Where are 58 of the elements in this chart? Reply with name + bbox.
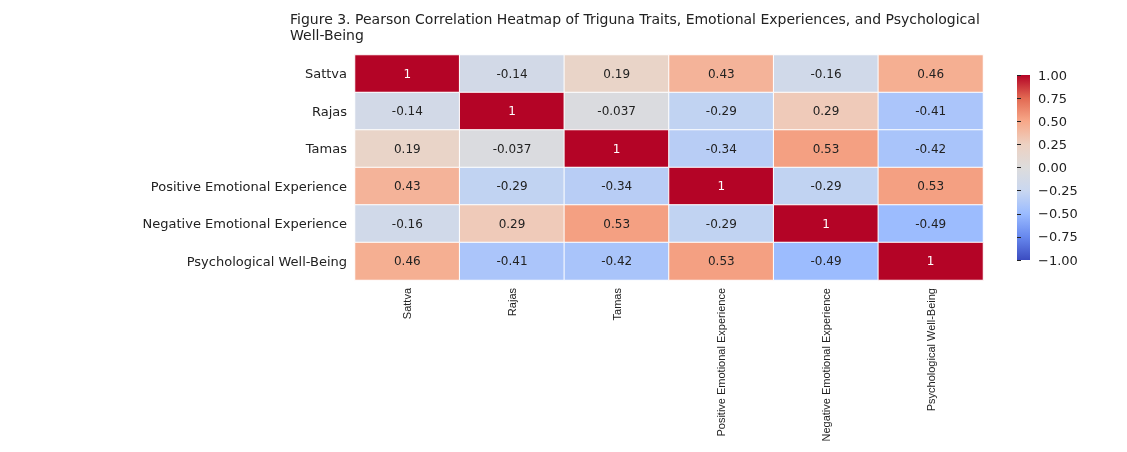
color-bar-label: −0.75 (1038, 229, 1078, 245)
data-label: -0.037 (597, 104, 637, 119)
data-label: -0.41 (496, 254, 528, 269)
data-label: 0.53 (603, 216, 631, 231)
data-label: -0.14 (391, 104, 423, 119)
data-label: -0.49 (915, 216, 947, 231)
color-bar-label: 0.75 (1038, 90, 1067, 106)
color-bar-label: −0.50 (1038, 206, 1078, 222)
color-bar-label: 0.00 (1038, 160, 1067, 175)
data-label: -0.49 (810, 254, 842, 269)
data-label: -0.14 (496, 66, 528, 81)
color-bar-label: 0.25 (1038, 136, 1067, 152)
data-label: -0.16 (810, 66, 842, 81)
x-tick-label: Sattva (401, 287, 414, 320)
data-label: -0.34 (705, 141, 737, 156)
data-label: 1 (717, 179, 726, 194)
data-label: -0.42 (601, 254, 633, 269)
data-label: -0.41 (915, 104, 947, 119)
color-bar-label: −1.00 (1038, 252, 1078, 268)
data-label: 0.46 (393, 254, 421, 269)
data-label: -0.34 (601, 179, 633, 194)
data-label: -0.29 (705, 216, 737, 231)
y-tick-label: Tamas (304, 141, 348, 157)
data-label: -0.037 (492, 141, 532, 156)
y-tick-label: Positive Emotional Experience (150, 178, 347, 194)
y-tick-label: Psychological Well-Being (186, 253, 347, 269)
data-label: -0.29 (810, 179, 842, 194)
data-label: -0.42 (915, 141, 947, 156)
data-label: 0.29 (498, 216, 526, 231)
x-tick-label: Tamas (610, 287, 623, 321)
data-label: -0.16 (391, 216, 423, 231)
data-label: 1 (508, 104, 516, 119)
x-tick-label: Positive Emotional Experience (715, 288, 728, 437)
data-label: 0.53 (917, 179, 945, 194)
x-tick-label: Rajas (506, 287, 518, 317)
data-label: 1 (403, 66, 412, 81)
y-tick-label: Rajas (311, 103, 348, 119)
data-label: 1 (926, 254, 935, 269)
data-label: -0.29 (496, 179, 528, 194)
x-tick-label: Psychological Well-Being (924, 288, 937, 412)
color-bar-label: 0.50 (1038, 113, 1067, 129)
y-tick-label: Negative Emotional Experience (142, 216, 347, 232)
data-label: 1 (822, 216, 830, 231)
x-tick-label: Negative Emotional Experience (820, 288, 832, 442)
data-label: 0.29 (812, 104, 840, 119)
data-label: -0.29 (705, 104, 737, 119)
data-label: 1 (612, 141, 621, 156)
data-label: 0.53 (812, 141, 840, 156)
y-tick-label: Sattva (304, 66, 347, 82)
data-label: 0.43 (393, 179, 421, 194)
color-bar-label: 1.00 (1038, 67, 1067, 83)
data-label: 0.43 (707, 66, 735, 81)
chart-title: Figure 3. Pearson Correlation Heatmap of Triguna Traits, Emotional Experiences, and Psychological Well-Being (290, 11, 985, 43)
data-label: 0.19 (603, 66, 631, 81)
color-bar-label: −0.25 (1038, 183, 1078, 199)
data-label: 0.46 (917, 66, 945, 81)
data-label: 0.19 (393, 141, 421, 156)
data-label: 0.53 (707, 254, 735, 269)
